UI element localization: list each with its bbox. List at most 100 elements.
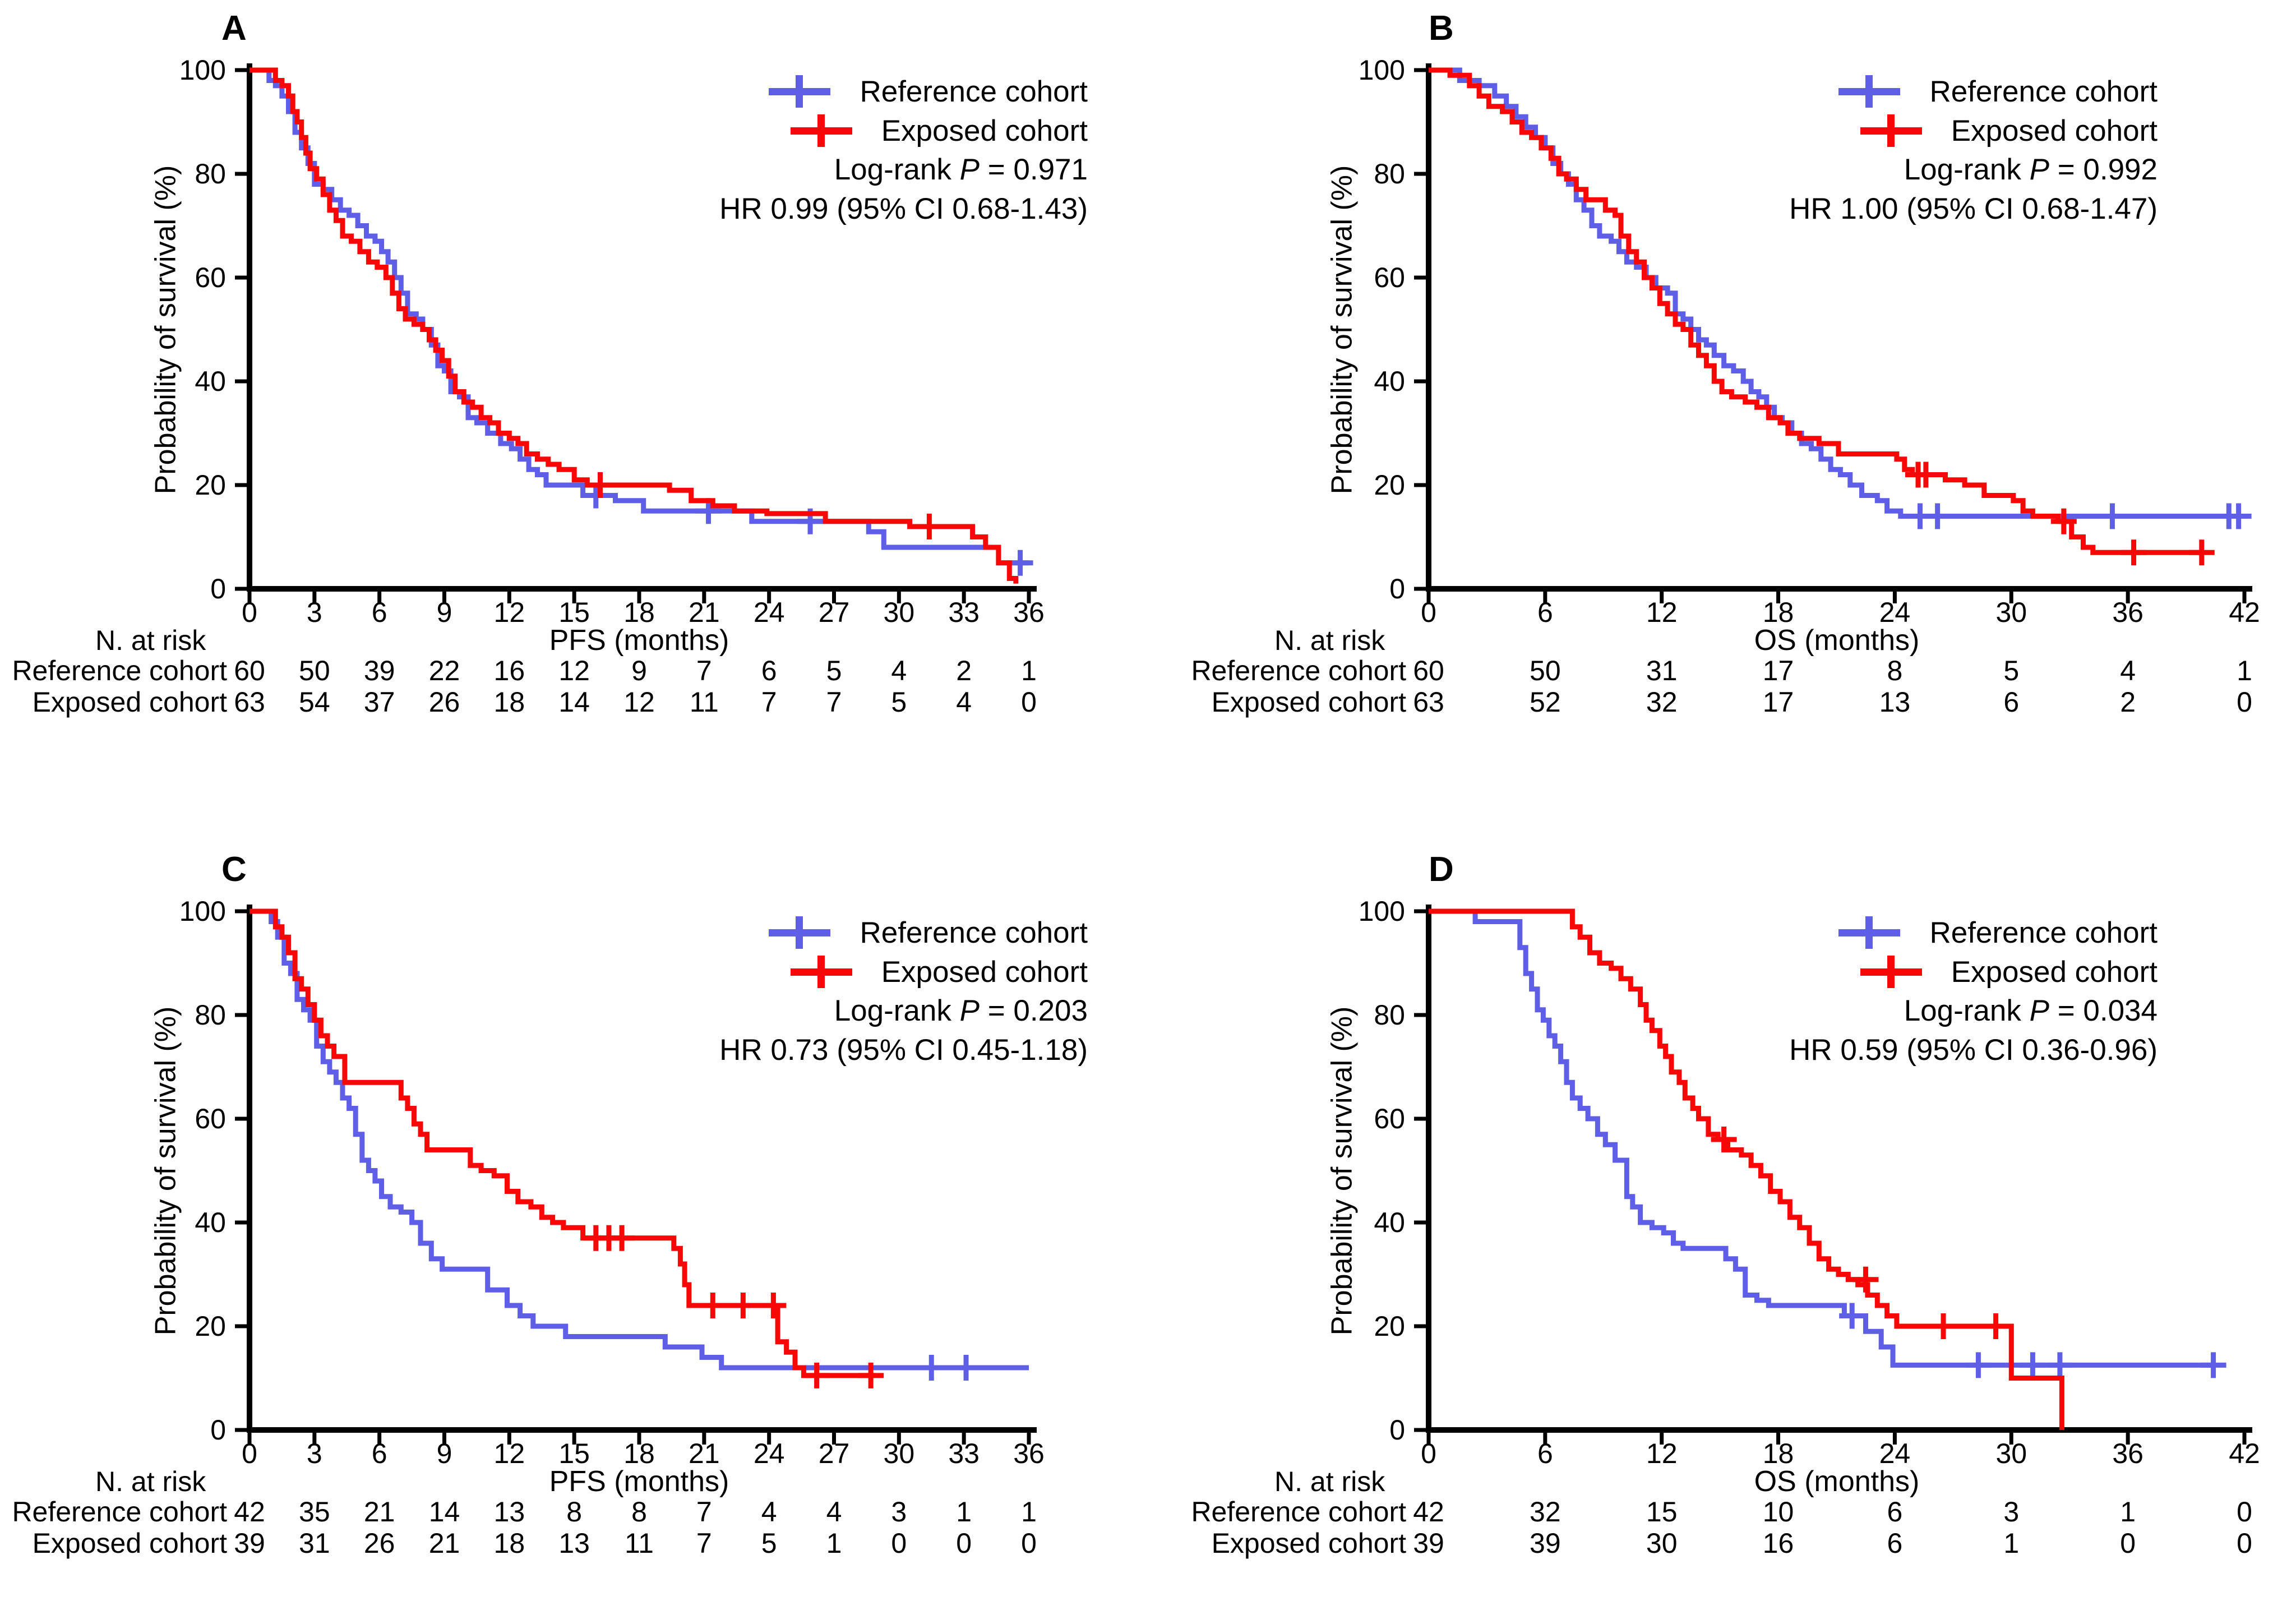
risk-table-label: N. at risk [1274, 1466, 1385, 1497]
risk-count: 16 [1763, 1528, 1794, 1559]
risk-row-label-exposed: Exposed cohort [32, 1528, 227, 1559]
p-symbol: P [959, 994, 980, 1027]
km-plot-c: 0423933531621269142112131815813188112177… [179, 896, 1045, 1559]
km-plot-d: 0423963239121530181016246630313610420002… [1359, 896, 2260, 1559]
y-tick-label: 20 [1374, 469, 1405, 501]
x-tick-label: 18 [623, 1438, 655, 1469]
x-tick-label: 9 [437, 1438, 452, 1469]
risk-count: 31 [299, 1528, 330, 1559]
panel-letter-c: C [221, 850, 247, 889]
risk-count: 18 [494, 686, 525, 718]
x-tick-label: 36 [1013, 597, 1045, 628]
x-tick-label: 12 [494, 597, 525, 628]
legend-label: Exposed cohort [881, 955, 1088, 989]
risk-count: 12 [558, 655, 590, 686]
legend-item-reference: Reference cohort [769, 913, 1088, 952]
risk-count: 39 [234, 1528, 265, 1559]
legend-item-exposed: Exposed cohort [1860, 952, 2158, 991]
logrank-value: = 0.971 [979, 153, 1088, 186]
x-tick-label: 24 [754, 597, 785, 628]
risk-count: 63 [1413, 686, 1444, 718]
risk-count: 31 [1646, 655, 1678, 686]
logrank-stat: Log-rank P = 0.034 [1904, 991, 2158, 1031]
risk-count: 39 [1530, 1528, 1561, 1559]
risk-count: 42 [1413, 1496, 1444, 1528]
logrank-value: = 0.034 [2049, 994, 2158, 1027]
survival-curve-reference [250, 908, 1029, 1371]
risk-count: 35 [299, 1496, 330, 1528]
risk-count: 17 [1763, 686, 1794, 718]
risk-count: 32 [1530, 1496, 1561, 1528]
legend-item-reference: Reference cohort [769, 72, 1088, 111]
risk-count: 0 [2120, 1528, 2136, 1559]
y-tick-label: 40 [195, 1207, 226, 1238]
x-tick-label: 15 [558, 597, 590, 628]
legend-label: Reference cohort [860, 916, 1088, 949]
reference-plus-icon [1838, 916, 1901, 949]
hr-stat: HR 0.73 (95% CI 0.45-1.18) [719, 1034, 1088, 1067]
risk-count: 26 [364, 1528, 395, 1559]
y-tick-label: 0 [1389, 573, 1405, 605]
panel-letter-a: A [221, 9, 247, 48]
x-tick-label: 36 [2112, 597, 2143, 628]
y-tick-label: 100 [1359, 896, 1405, 927]
x-tick-label: 27 [819, 1438, 850, 1469]
risk-count: 4 [761, 1496, 777, 1528]
y-tick-label: 40 [1374, 1207, 1405, 1238]
risk-count: 0 [956, 1528, 972, 1559]
risk-table-label: N. at risk [95, 625, 206, 656]
risk-count: 14 [558, 686, 590, 718]
reference-plus-icon [1838, 75, 1901, 108]
risk-count: 54 [299, 686, 330, 718]
x-tick-label: 33 [948, 597, 980, 628]
risk-count: 21 [429, 1528, 460, 1559]
x-tick-label: 30 [884, 1438, 915, 1469]
x-tick-label: 15 [558, 1438, 590, 1469]
y-tick-label: 80 [1374, 999, 1405, 1031]
risk-count: 39 [364, 655, 395, 686]
risk-count: 32 [1646, 686, 1678, 718]
survival-curve-exposed [250, 908, 875, 1378]
risk-count: 8 [1887, 655, 1903, 686]
x-tick-label: 12 [1646, 597, 1678, 628]
x-tick-label: 6 [1537, 597, 1553, 628]
legend: Reference cohort Exposed cohort Log-rank… [719, 913, 1088, 1070]
logrank-prefix: Log-rank [1904, 994, 2030, 1027]
risk-table-label: N. at risk [95, 1466, 206, 1497]
risk-count: 0 [891, 1528, 907, 1559]
risk-count: 26 [429, 686, 460, 718]
y-tick-label: 60 [195, 1103, 226, 1134]
legend-label: Reference cohort [860, 75, 1088, 108]
risk-count: 0 [1021, 1528, 1037, 1559]
risk-count: 2 [956, 655, 972, 686]
legend-item-exposed: Exposed cohort [790, 952, 1088, 991]
risk-count: 13 [494, 1496, 525, 1528]
risk-count: 5 [826, 655, 842, 686]
risk-count: 60 [1413, 655, 1444, 686]
risk-row-label-reference: Reference cohort [1191, 1496, 1406, 1528]
risk-count: 52 [1530, 686, 1561, 718]
x-tick-label: 30 [1995, 1438, 2027, 1469]
x-tick-label: 33 [948, 1438, 980, 1469]
y-tick-label: 100 [1359, 54, 1405, 86]
risk-count: 0 [1021, 686, 1037, 718]
p-symbol: P [2029, 994, 2049, 1027]
x-tick-label: 0 [242, 597, 257, 628]
legend-label: Exposed cohort [881, 114, 1088, 147]
risk-count: 4 [2120, 655, 2136, 686]
risk-count: 4 [956, 686, 972, 718]
x-tick-label: 12 [1646, 1438, 1678, 1469]
legend-item-exposed: Exposed cohort [1860, 111, 2158, 150]
y-tick-label: 100 [179, 896, 226, 927]
x-tick-label: 21 [689, 597, 720, 628]
risk-row-label-exposed: Exposed cohort [32, 686, 227, 718]
p-symbol: P [2029, 153, 2049, 186]
risk-count: 0 [2237, 1496, 2252, 1528]
logrank-prefix: Log-rank [1904, 153, 2030, 186]
y-tick-label: 20 [195, 1311, 226, 1342]
y-tick-label: 20 [195, 469, 226, 501]
legend: Reference cohort Exposed cohort Log-rank… [1789, 913, 2158, 1070]
exposed-plus-icon [790, 114, 852, 147]
x-tick-label: 18 [1763, 597, 1794, 628]
logrank-stat: Log-rank P = 0.992 [1904, 150, 2158, 190]
